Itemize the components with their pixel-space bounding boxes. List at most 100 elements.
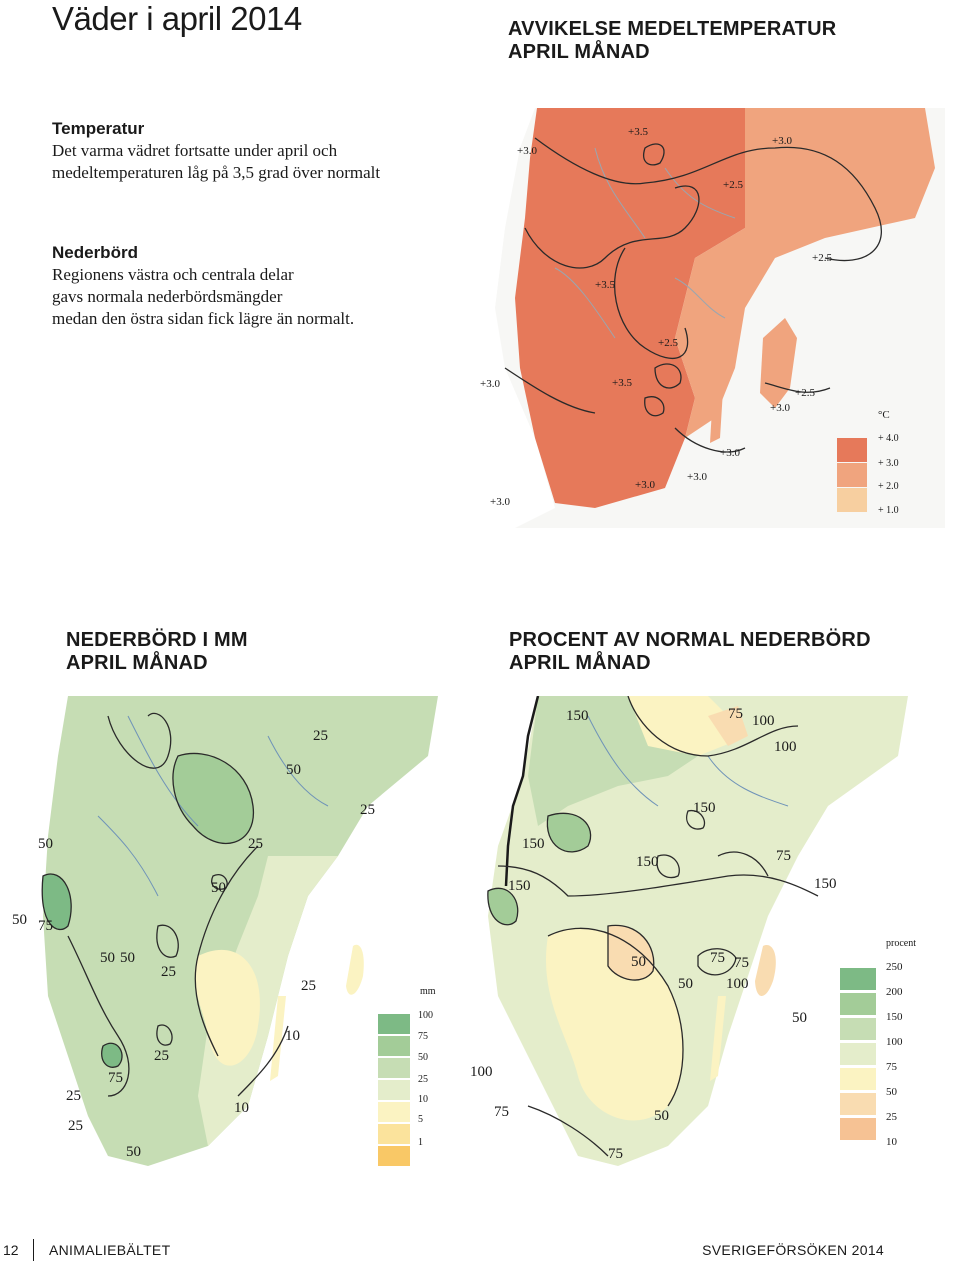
contour-lines (487, 696, 819, 1157)
legend-label: 150 (886, 1011, 903, 1023)
contour-label: 150 (693, 800, 716, 816)
contour-label: 50 (126, 1144, 141, 1160)
land-band-lighter (675, 108, 935, 438)
footer-divider (33, 1239, 34, 1261)
legend-label: 1 (418, 1137, 423, 1148)
rivers (554, 147, 736, 339)
contour-label: 100 (774, 739, 797, 755)
driest-zone (708, 706, 748, 746)
contour-label: 50 (678, 976, 693, 992)
precip-pct-map-heading: PROCENT AV NORMAL NEDERBÖRD APRIL MÅNAD (509, 629, 871, 675)
legend-swatch (837, 438, 867, 462)
contour-label: +2.5 (658, 337, 678, 349)
contour-lines (41, 712, 289, 1097)
contour-label: 25 (248, 836, 263, 852)
land-mass (43, 696, 438, 1166)
legend-unit: mm (420, 986, 436, 997)
contour-label: 150 (814, 876, 837, 892)
temperature-section: Temperatur Det varma vädret fortsatte un… (52, 118, 452, 184)
temperature-heading: Temperatur (52, 119, 145, 138)
contour-label: +2.5 (795, 387, 815, 399)
legend-unit: °C (878, 409, 890, 421)
contour-label: 50 (631, 954, 646, 970)
land-band-pale (198, 856, 338, 1146)
temperature-map-heading: AVVIKELSE MEDELTEMPERATUR APRIL MÅNAD (508, 18, 836, 64)
contour-label: +3.0 (517, 145, 537, 157)
contour-label: +3.0 (720, 447, 740, 459)
legend-swatch (840, 1093, 876, 1115)
contour-labels: 25 50 25 50 25 50 50 50 75 50 25 25 10 2… (12, 728, 375, 1160)
legend-label: 50 (418, 1052, 428, 1063)
contour-label: 75 (494, 1104, 509, 1120)
coastline (504, 696, 540, 887)
heading-line: NEDERBÖRD I MM (66, 629, 248, 651)
island-gotland (346, 944, 364, 995)
contour-label: 150 (508, 878, 531, 894)
contour-label: 50 (12, 912, 27, 928)
rivers (587, 715, 789, 807)
contour-label: +3.5 (612, 377, 632, 389)
temperature-legend: °C + 4.0 + 3.0 + 2.0 + 1.0 (837, 409, 899, 516)
wettest-zone (487, 888, 518, 925)
precip-pct-legend: procent 250 200 150 100 75 50 25 10 (840, 938, 916, 1148)
contour-label: +2.5 (723, 179, 743, 191)
legend-swatch (378, 1014, 410, 1034)
contour-label: 75 (728, 706, 743, 722)
contour-label: 10 (234, 1100, 249, 1116)
legend-swatch (840, 993, 876, 1015)
legend-unit: procent (886, 938, 916, 949)
legend-swatch (378, 1124, 410, 1144)
sea-area (445, 108, 555, 528)
contour-label: 25 (66, 1088, 81, 1104)
page-number: 12 (3, 1242, 19, 1258)
contour-label: 75 (776, 848, 791, 864)
legend-label: 25 (886, 1111, 898, 1123)
legend-label: 50 (886, 1086, 898, 1098)
contour-label: 75 (734, 955, 749, 971)
legend-label: 75 (886, 1061, 898, 1073)
legend-swatch (837, 488, 867, 512)
contour-label: 25 (154, 1048, 169, 1064)
contour-label: +2.5 (812, 252, 832, 264)
page-footer: 12 ANIMALIEBÄLTET SVERIGEFÖRSÖKEN 2014 (0, 1234, 960, 1264)
precipitation-line: medan den östra sidan fick lägre än norm… (52, 309, 355, 328)
island-gotland (755, 945, 776, 996)
legend-label: + 3.0 (878, 458, 899, 469)
contour-label: +3.0 (687, 471, 707, 483)
footer-left-title: ANIMALIEBÄLTET (49, 1242, 171, 1258)
land-mass (515, 108, 925, 508)
driest-zone (608, 925, 654, 981)
contour-label: 75 (108, 1070, 123, 1086)
legend-swatch (837, 463, 867, 487)
legend-swatch (840, 968, 876, 990)
contour-label: 25 (360, 802, 375, 818)
contour-label: 50 (286, 762, 301, 778)
legend-label: 10 (418, 1094, 428, 1105)
legend-label: 75 (418, 1031, 428, 1042)
legend-label: 100 (886, 1036, 903, 1048)
legend-swatch (378, 1058, 410, 1078)
island-gotland (760, 318, 797, 408)
contour-label: 75 (710, 950, 725, 966)
contour-labels: +3.0 +3.5 +3.0 +2.5 +2.5 +3.5 +2.5 +3.0 … (480, 126, 832, 508)
dry-zone (194, 949, 260, 1066)
contour-labels: 150 75 100 100 150 150 150 75 150 150 75… (470, 706, 837, 1162)
contour-label: 50 (654, 1108, 669, 1124)
contour-label: 50 (211, 880, 226, 896)
legend-swatch (378, 1102, 410, 1122)
legend-label: 100 (418, 1010, 433, 1021)
heading-line: AVVIKELSE MEDELTEMPERATUR (508, 18, 837, 40)
island-oland (270, 996, 286, 1081)
wettest-zone (42, 874, 72, 930)
island-oland (710, 996, 726, 1081)
wettest-zone (547, 813, 591, 852)
precipitation-heading: Nederbörd (52, 243, 138, 262)
temperature-line: medeltemperaturen låg på 3,5 grad över n… (52, 163, 381, 182)
contour-label: 150 (566, 708, 589, 724)
page-title: Väder i april 2014 (52, 0, 302, 37)
legend-label: + 4.0 (878, 433, 899, 444)
dry-zone (628, 696, 748, 756)
contour-label: 25 (68, 1118, 83, 1134)
contour-label: +3.0 (772, 135, 792, 147)
legend-swatch (378, 1146, 410, 1166)
